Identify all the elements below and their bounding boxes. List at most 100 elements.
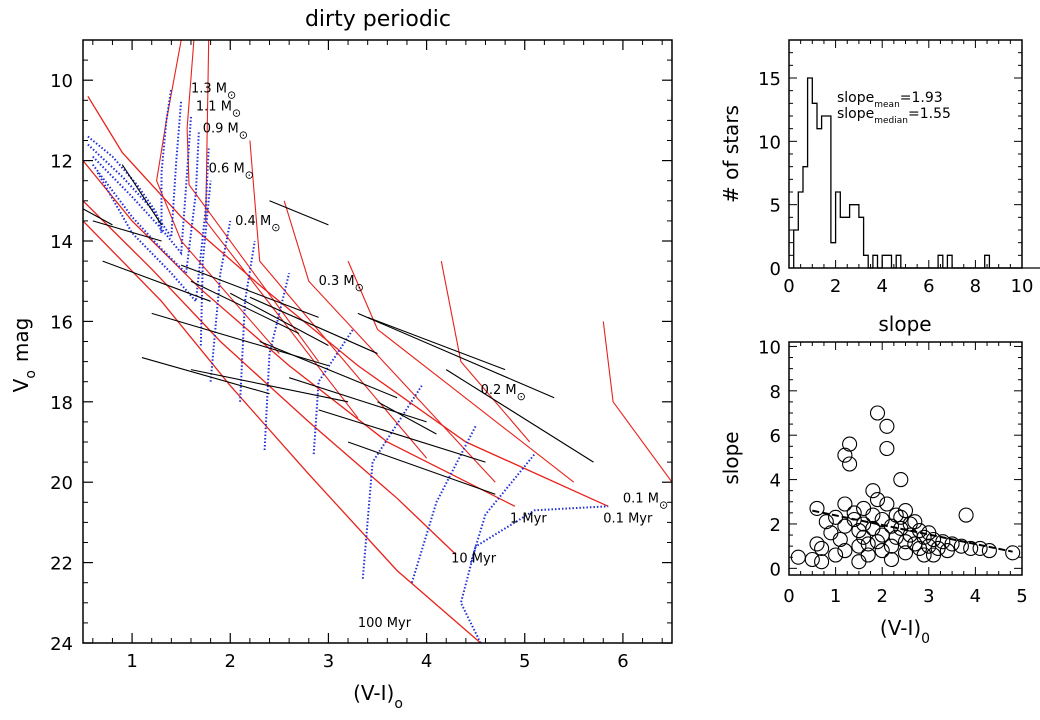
blue-track-line <box>92 116 192 256</box>
scatter-x-tick-label: 0 <box>783 586 794 607</box>
mass-label: 1.1 M⊙ <box>196 99 241 119</box>
blue-track-line <box>459 505 609 643</box>
histogram-frame <box>788 39 1023 269</box>
scatter-point <box>837 543 853 559</box>
scatter-point <box>809 536 825 552</box>
scatter-point <box>790 549 806 565</box>
scatter-point <box>818 514 834 530</box>
mass-label: 0.1 M⊙ <box>623 491 668 511</box>
star-segment <box>249 296 378 355</box>
scatter-point <box>893 509 909 525</box>
scatter-point <box>851 523 867 539</box>
hist-y-tick-label: 5 <box>770 196 781 217</box>
mass-track-line <box>205 40 359 419</box>
scatter-point <box>856 500 872 516</box>
scatter-point <box>814 554 830 570</box>
star-segment <box>92 220 162 242</box>
y-tick-label: 22 <box>50 554 73 575</box>
scatter-point <box>972 540 988 556</box>
blue-track-line <box>263 272 291 451</box>
scatter-y-axis-label: slope <box>719 431 743 484</box>
scatter-point <box>851 538 867 554</box>
scatter-point <box>837 447 853 463</box>
star-segment <box>377 401 437 435</box>
y-tick-label: 10 <box>50 71 73 92</box>
scatter-point <box>837 496 853 512</box>
blue-track-line <box>209 220 232 382</box>
scatter-x-tick-label: 1 <box>830 586 841 607</box>
hist-y-tick-label: 10 <box>758 132 781 153</box>
scatter-point <box>897 545 914 561</box>
blue-track-line <box>96 148 210 304</box>
cmd-x-axis-label-text: (V-I) <box>353 681 394 705</box>
mass-label: 0.3 M⊙ <box>319 274 364 294</box>
star-segment <box>259 340 398 399</box>
histogram-x-axis-label: slope <box>878 312 931 336</box>
scatter-axis-ticks: 0 1 2 3 4 5 0 2 4 6 8 10 <box>758 337 1028 607</box>
blue-track-line <box>239 240 256 402</box>
solar-symbol: ⊙ <box>239 128 248 141</box>
y-tick-label: 18 <box>50 393 73 414</box>
scatter-point <box>832 531 848 548</box>
histogram-y-axis-label: # of stars <box>719 105 743 203</box>
blue-track-line <box>199 180 212 346</box>
scatter-point <box>1005 545 1021 561</box>
fit-line <box>812 509 1013 553</box>
isochrone-lines <box>83 95 609 643</box>
scatter-point <box>953 538 969 554</box>
blue-evolution-tracks <box>87 88 609 643</box>
mass-track-line <box>347 260 575 483</box>
scatter-point <box>865 483 881 499</box>
slope-mean-value: =1.93 <box>900 90 943 106</box>
star-segment <box>288 377 427 423</box>
y-tick-label: 12 <box>50 152 73 173</box>
x-tick-label: 3 <box>323 651 334 672</box>
scatter-point <box>874 543 890 559</box>
isochrone-line <box>83 200 457 556</box>
hist-x-tick-label: 8 <box>970 276 981 297</box>
scatter-x-tick-label: 3 <box>923 586 934 607</box>
star-segment <box>151 312 329 367</box>
slope-median-value: =1.55 <box>908 106 951 122</box>
scatter-y-tick-label: 10 <box>758 337 781 358</box>
scatter-point <box>907 514 923 530</box>
scatter-point <box>958 507 974 523</box>
isochrone-line <box>83 220 482 643</box>
scatter-point <box>883 551 900 568</box>
scatter-point <box>935 534 951 550</box>
scatter-x-axis-label: (V-I)0 <box>880 616 930 647</box>
slope-median-sub: median <box>874 116 908 126</box>
scatter-fit-line <box>812 509 1013 553</box>
mass-label: 0.6 M⊙ <box>209 162 254 182</box>
star-segment <box>229 292 329 347</box>
cmd-frame <box>82 39 673 644</box>
scatter-point <box>804 551 820 568</box>
cmd-y-axis-label-text: V <box>9 378 33 392</box>
scatter-point <box>837 518 853 534</box>
blue-track-line <box>410 425 477 583</box>
star-segment <box>269 200 329 226</box>
blue-track-line <box>469 453 536 563</box>
solar-symbol: ⊙ <box>227 88 236 101</box>
scatter-point <box>860 536 876 552</box>
star-variability-segments <box>83 164 594 495</box>
hist-y-tick-label: 15 <box>758 69 781 90</box>
mass-track-line <box>249 140 428 459</box>
mass-track-line <box>440 260 531 443</box>
mass-track-line <box>602 321 672 483</box>
track-labels: 1.3 M⊙1.1 M⊙0.9 M⊙ 0.6 M⊙ 0.4 M⊙ 0.3 M⊙ 0.2 … <box>191 81 668 631</box>
mass-label: 0.2 M⊙ <box>481 383 526 403</box>
star-segment <box>367 316 506 371</box>
scatter-x-tick-label: 5 <box>1016 586 1027 607</box>
scatter-point <box>823 525 839 541</box>
mass-track-line <box>156 40 280 354</box>
mass-label: 1.3 M⊙ <box>191 81 236 101</box>
star-segment <box>357 312 555 399</box>
cmd-x-axis-label: (V-I)o <box>353 681 403 712</box>
slope-mean-base: slope <box>837 90 874 106</box>
scatter-point <box>809 500 825 516</box>
scatter-points <box>790 405 1021 570</box>
cmd-panel: dirty periodic 1.3 M⊙1.1 M⊙0.9 M⊙ 0.6 M⊙ 0… <box>9 7 673 712</box>
